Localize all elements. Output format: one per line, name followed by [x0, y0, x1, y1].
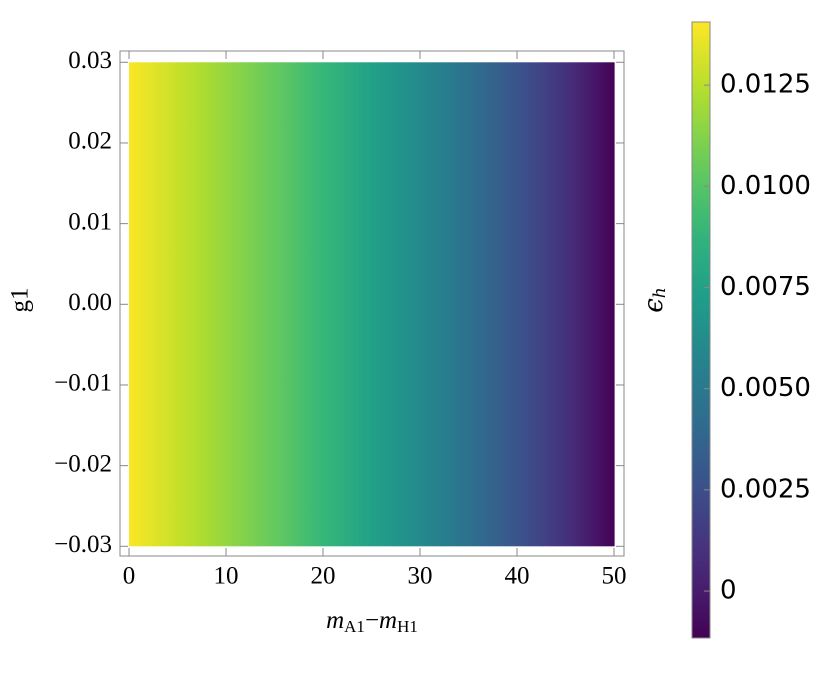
heat-cell — [395, 62, 445, 547]
heat-cell — [347, 62, 397, 547]
colorbar-tick-label: 0.0025 — [720, 474, 811, 504]
heat-cell — [129, 62, 154, 547]
colorbar-label: ϵh — [639, 287, 670, 313]
heat-cell — [250, 62, 300, 547]
y-tick-label: −0.03 — [54, 531, 112, 558]
plot-frame — [119, 50, 625, 557]
x-tick-label: 20 — [311, 563, 336, 590]
y-tick-label: 0.03 — [68, 47, 112, 74]
colorbar-tick-label: 0.0050 — [720, 373, 811, 403]
y-axis-label: g1 — [7, 288, 34, 313]
x-tick-label: 50 — [602, 563, 627, 590]
x-tick-label: 30 — [408, 563, 433, 590]
x-axis-label: mA1−mH1 — [326, 607, 418, 636]
x-tick-label: 40 — [505, 563, 530, 590]
x-tick-label: 0 — [123, 563, 136, 590]
heat-cell — [298, 62, 348, 547]
colorbar — [691, 21, 711, 639]
heat-cell — [444, 62, 494, 547]
y-tick-label: −0.02 — [54, 450, 112, 477]
colorbar-tick-label: 0 — [720, 576, 737, 606]
y-tick-label: 0.00 — [68, 289, 112, 316]
heat-cell — [492, 62, 542, 547]
y-tick-label: 0.02 — [68, 128, 112, 155]
colorbar-tick-label: 0.0100 — [720, 171, 811, 201]
colorbar-tick-label: 0.0075 — [720, 272, 811, 302]
heat-cell — [201, 62, 251, 547]
y-tick-label: 0.01 — [68, 208, 112, 235]
colorbar-tick-label: 0.0125 — [720, 70, 811, 100]
x-tick-label: 10 — [214, 563, 239, 590]
heat-cell — [541, 62, 591, 547]
heat-cell — [589, 62, 615, 547]
y-tick-label: −0.01 — [54, 370, 112, 397]
heat-cell — [153, 62, 203, 547]
